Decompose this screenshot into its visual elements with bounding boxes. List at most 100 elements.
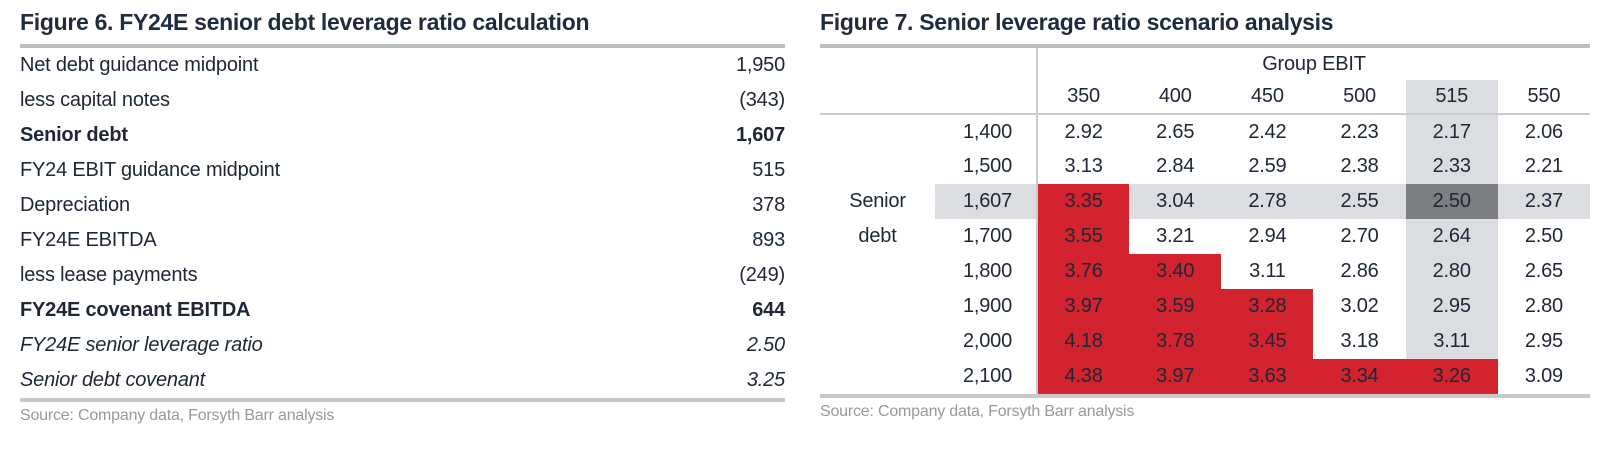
matrix-cell: 3.97: [1129, 359, 1222, 394]
row-value: 3.25: [746, 369, 785, 391]
matrix-cell: 2.65: [1156, 120, 1195, 143]
matrix-cell: 2.17: [1405, 114, 1498, 149]
figure6-row: FY24 EBIT guidance midpoint 515: [20, 153, 785, 188]
row-group-label: [820, 149, 935, 184]
row-value: 1,950: [735, 54, 785, 76]
matrix-cell: 2.33: [1405, 149, 1498, 184]
row-label: Depreciation: [20, 194, 130, 216]
matrix-cell: 2.23: [1340, 120, 1379, 143]
figure6-row: FY24E EBITDA 893: [20, 223, 785, 258]
matrix-cell: 3.78: [1129, 324, 1222, 359]
matrix-cell: 2.50: [1405, 184, 1498, 219]
matrix-cell: 3.11: [1405, 324, 1498, 359]
col-header: 400: [1129, 80, 1222, 115]
matrix-cell: 3.63: [1221, 359, 1314, 394]
matrix-cell: 2.42: [1248, 120, 1287, 143]
matrix-cell: 2.86: [1340, 260, 1379, 282]
column-group-header: Group EBIT: [1036, 48, 1590, 80]
row-header: 1,800: [962, 260, 1012, 282]
row-group-label: debt: [858, 225, 897, 247]
row-value: 378: [752, 194, 785, 216]
matrix-row: 1,400 2.92 2.65 2.42 2.23 2.17 2.06: [820, 114, 1590, 149]
col-header: 550: [1497, 80, 1590, 115]
row-label: Senior debt covenant: [20, 369, 206, 391]
matrix-cell: 2.78: [1221, 184, 1314, 219]
matrix-cell: 2.38: [1340, 155, 1379, 177]
matrix-row: 2,000 4.18 3.78 3.45 3.18 3.11 2.95: [820, 324, 1590, 359]
matrix-header-group-row: Group EBIT: [820, 48, 1590, 80]
col-header: 350: [1035, 80, 1130, 115]
matrix-cell: 3.55: [1035, 219, 1130, 254]
matrix-row: 1,500 3.13 2.84 2.59 2.38 2.33 2.21: [820, 149, 1590, 184]
figure6-source: Source: Company data, Forsyth Barr analy…: [20, 407, 335, 424]
row-label: less capital notes: [20, 89, 170, 111]
col-header: 500: [1313, 80, 1406, 115]
figure6-bottom-rule: [20, 398, 785, 402]
matrix-cell: 2.92: [1035, 114, 1130, 149]
matrix-cell: 2.65: [1524, 260, 1563, 282]
row-group-label: [820, 359, 935, 394]
figure6-title: Figure 6. FY24E senior debt leverage rat…: [20, 9, 590, 35]
matrix-cell: 3.45: [1221, 324, 1314, 359]
matrix-cell: 2.59: [1248, 155, 1287, 177]
row-group-label: [820, 254, 935, 289]
figure6-row: Net debt guidance midpoint 1,950: [20, 48, 785, 83]
matrix-cell: 2.50: [1524, 225, 1563, 247]
figure6-row: Senior debt 1,607: [20, 118, 785, 153]
row-value: (249): [739, 264, 785, 286]
figure7-source: Source: Company data, Forsyth Barr analy…: [820, 403, 1135, 420]
blank-cell: [820, 80, 935, 115]
figure6-top-rule: [20, 44, 785, 48]
matrix-row: 1,800 3.76 3.40 3.11 2.86 2.80 2.65: [820, 254, 1590, 289]
row-label: FY24E senior leverage ratio: [20, 334, 263, 356]
matrix-row: Senior 1,607 3.35 3.04 2.78 2.55 2.50 2.37: [820, 184, 1590, 219]
blank-cell: [935, 80, 1037, 115]
row-header: 1,500: [962, 155, 1012, 177]
matrix-cell: 3.04: [1129, 184, 1222, 219]
row-value: 893: [752, 229, 785, 251]
matrix-header-row: 350 400 450 500 515 550: [820, 80, 1590, 115]
corner-cell: [820, 48, 1037, 80]
row-value: 515: [752, 159, 785, 181]
figure6-rows: Net debt guidance midpoint 1,950 less capi…: [20, 48, 785, 398]
matrix-cell: 3.59: [1129, 289, 1222, 324]
row-header: 1,607: [935, 184, 1037, 219]
matrix-cell: 3.02: [1340, 295, 1379, 317]
matrix-cell: 2.37: [1497, 184, 1590, 219]
row-header: 2,000: [962, 330, 1012, 352]
figure7-panel: Figure 7. Senior leverage ratio scenario…: [820, 8, 1590, 421]
row-group-label: Senior: [849, 190, 906, 212]
row-group-label: [820, 289, 935, 324]
matrix-cell: 2.21: [1524, 155, 1563, 177]
matrix-cell: 3.76: [1035, 254, 1130, 289]
matrix-cell: 2.64: [1405, 219, 1498, 254]
row-value: 1,607: [735, 124, 785, 146]
matrix-cell: 2.80: [1405, 254, 1498, 289]
matrix-cell: 3.09: [1524, 365, 1563, 387]
figure7-matrix-body: Group EBIT 350 400 450 500 515 550 1,400 2.92 2.6…: [820, 48, 1590, 394]
row-label: FY24 EBIT guidance midpoint: [20, 159, 280, 181]
matrix-cell: 2.94: [1248, 225, 1287, 247]
figure7-title: Figure 7. Senior leverage ratio scenario…: [820, 9, 1334, 35]
matrix-row: debt 1,700 3.55 3.21 2.94 2.70 2.64 2.50: [820, 219, 1590, 254]
matrix-cell: 3.18: [1340, 330, 1379, 352]
matrix-cell: 3.97: [1035, 289, 1130, 324]
matrix-cell: 2.95: [1405, 289, 1498, 324]
matrix-cell: 3.28: [1221, 289, 1314, 324]
row-label: Net debt guidance midpoint: [20, 54, 259, 76]
row-group-label: [820, 114, 935, 149]
matrix-cell: 2.84: [1156, 155, 1195, 177]
figure6-row: Depreciation 378: [20, 188, 785, 223]
row-label: Senior debt: [20, 124, 128, 146]
matrix-row: 2,100 4.38 3.97 3.63 3.34 3.26 3.09: [820, 359, 1590, 394]
row-header: 1,900: [962, 295, 1012, 317]
matrix-cell: 3.11: [1249, 260, 1286, 282]
matrix-cell: 4.38: [1035, 359, 1130, 394]
figure7-top-rule: [820, 44, 1590, 48]
matrix-cell: 3.26: [1405, 359, 1498, 394]
row-header: 2,100: [962, 365, 1012, 387]
matrix-row: 1,900 3.97 3.59 3.28 3.02 2.95 2.80: [820, 289, 1590, 324]
figure6-row: FY24E covenant EBITDA 644: [20, 293, 785, 328]
row-label: less lease payments: [20, 264, 198, 286]
figure7-matrix: Group EBIT 350 400 450 500 515 550 1,400 2.92 2.6…: [820, 48, 1590, 394]
